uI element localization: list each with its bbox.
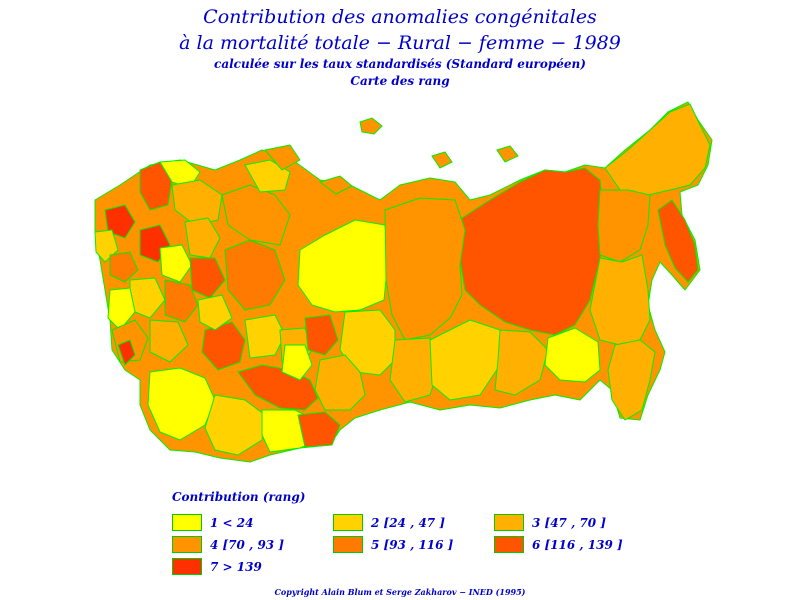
- map-region-caucasus: [117, 339, 136, 366]
- map-region-central-asia-1: [147, 367, 216, 441]
- map-region-central-3: [189, 257, 226, 299]
- map-region-central-asia-2: [204, 394, 266, 456]
- map-region-south-siberia-2: [389, 337, 441, 403]
- map-region-ukraine-1: [107, 287, 136, 331]
- map-region-volga-1: [197, 294, 233, 331]
- legend-swatch: [333, 514, 363, 531]
- map-region-tyumen: [304, 314, 339, 356]
- legend-label: 6 [116 , 139 ]: [532, 537, 623, 552]
- map-island-2: [431, 151, 453, 169]
- map-region-urals-1: [201, 321, 246, 371]
- legend-item-1: 1 < 24: [172, 514, 253, 531]
- map-region-arkhangelsk: [171, 179, 223, 226]
- map-region-central-1: [159, 244, 193, 283]
- legend-item-7: 7 > 139: [172, 558, 262, 575]
- map-region-komi: [221, 184, 291, 246]
- legend-label: 7 > 139: [210, 559, 262, 574]
- map-subtitle: calculée sur les taux standardisés (Stan…: [214, 57, 586, 71]
- map-region-leningrad: [104, 204, 136, 239]
- map-region-south-siberia-1: [339, 309, 396, 376]
- copyright-notice: Copyright Alain Blum et Serge Zakharov −…: [274, 587, 526, 597]
- map-region-irkutsk: [429, 319, 501, 401]
- map-region-siberia-center: [459, 167, 605, 336]
- map-region-omsk: [281, 344, 313, 381]
- map-island-3: [318, 175, 353, 195]
- legend-swatch: [494, 514, 524, 531]
- map-region-central-2: [184, 217, 221, 259]
- map-region-kamchatka: [657, 199, 699, 283]
- legend-swatch: [172, 558, 202, 575]
- legend-label: 5 [93 , 116 ]: [371, 537, 454, 552]
- legend-swatch: [172, 514, 202, 531]
- legend-title: Contribution (rang): [172, 490, 306, 504]
- map-region-novaya-zemlya: [264, 144, 301, 171]
- legend-swatch: [333, 536, 363, 553]
- legend-item-5: 5 [93 , 116 ]: [333, 536, 453, 553]
- map-subtitle-2: Carte des rang: [350, 74, 450, 88]
- map-title-line-2: à la mortalité totale − Rural − femme − …: [179, 32, 621, 54]
- map-region-primorye: [607, 339, 656, 421]
- map-region-kazakhstan-east: [314, 354, 366, 411]
- map-region-khabarovsk: [589, 254, 651, 346]
- map-region-murmansk: [159, 159, 201, 189]
- map-title-line-1: Contribution des anomalies congénitales: [203, 6, 597, 28]
- map-region-far-east-mid: [597, 189, 651, 263]
- legend-item-4: 4 [70 , 93 ]: [172, 536, 284, 553]
- map-region-west-siberia: [297, 219, 389, 313]
- legend-item-6: 6 [116 , 139 ]: [494, 536, 623, 553]
- map-region-nenets: [244, 159, 291, 193]
- map-region-baltic-2: [109, 251, 139, 283]
- map-region-central-asia-4: [297, 411, 341, 448]
- map-region-amur: [544, 327, 601, 383]
- map-region-volga-2: [149, 319, 189, 363]
- legend-label: 3 [47 , 70 ]: [532, 515, 606, 530]
- map-region-urals-2: [244, 314, 286, 359]
- legend-item-3: 3 [47 , 70 ]: [494, 514, 606, 531]
- legend-swatch: [494, 536, 524, 553]
- legend-label: 2 [24 , 47 ]: [371, 515, 445, 530]
- legend-swatch: [172, 536, 202, 553]
- legend-label: 4 [70 , 93 ]: [210, 537, 284, 552]
- map-island-1: [359, 117, 383, 135]
- map-region-krasnoyarsk: [384, 197, 466, 341]
- legend-item-2: 2 [24 , 47 ]: [333, 514, 445, 531]
- map-region-buryatia: [494, 329, 549, 396]
- legend-label: 1 < 24: [210, 515, 254, 530]
- map-region-perm: [224, 239, 286, 311]
- map-island-4: [496, 145, 519, 163]
- map-region-central-5: [164, 279, 199, 323]
